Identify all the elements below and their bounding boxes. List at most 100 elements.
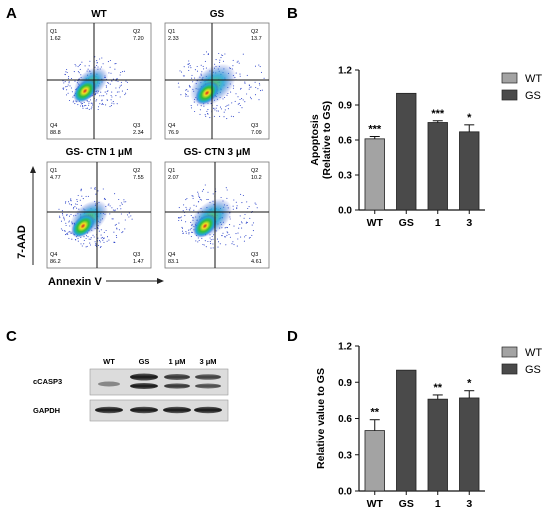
event-dot (243, 240, 245, 242)
event-dot (251, 224, 253, 226)
event-dot (84, 65, 86, 67)
event-dot (113, 231, 115, 233)
event-dot (187, 90, 189, 92)
event-dot (65, 71, 67, 73)
event-dot (202, 189, 205, 191)
event-dot (68, 82, 70, 84)
event-dot (182, 75, 184, 77)
event-dot (184, 215, 186, 217)
event-dot (244, 101, 246, 103)
event-dot (96, 62, 98, 64)
event-dot (210, 247, 212, 249)
event-dot (239, 223, 241, 226)
event-dot (250, 98, 252, 100)
event-dot (68, 203, 70, 205)
event-dot (199, 197, 201, 199)
event-dot (97, 244, 100, 246)
event-dot (213, 115, 215, 117)
event-dot (124, 219, 126, 221)
event-dot (236, 205, 238, 207)
event-dot (105, 229, 107, 232)
event-dot (120, 208, 122, 210)
event-dot (87, 68, 89, 70)
panel-b: B 0.0 0.3 0.6 0.9 1.2 Apoptosis(Relative to G… (287, 5, 542, 229)
legend-label: GS (525, 90, 541, 102)
event-dot (112, 209, 114, 211)
event-dot (241, 222, 243, 224)
event-dot (204, 240, 206, 242)
flow-plot-title: WT (91, 9, 107, 20)
event-dot (70, 199, 72, 201)
event-dot (66, 232, 68, 234)
bar-chart-relative-value: 0.0 0.3 0.6 0.9 1.2 Relative value to GS ** WT G… (315, 342, 542, 511)
event-dot (181, 227, 184, 229)
event-dot (72, 101, 74, 103)
event-dot (231, 102, 233, 104)
event-dot (188, 66, 190, 68)
event-dot (214, 63, 216, 65)
band-gapdh-gs (130, 406, 158, 414)
event-dot (77, 194, 79, 197)
event-dot (114, 193, 116, 195)
event-dot (197, 193, 199, 195)
event-dot (249, 236, 251, 239)
y-axis-title: Relative value to GS (315, 368, 327, 469)
event-dot (259, 84, 261, 86)
event-dot (101, 95, 103, 97)
lane-label-gs: GS (139, 357, 150, 366)
event-dot (85, 235, 88, 237)
q2-value: 7.20 (133, 36, 144, 42)
event-dot (90, 102, 92, 104)
event-dot (104, 91, 106, 93)
event-dot (186, 88, 188, 91)
event-dot (185, 89, 187, 91)
event-dot (243, 217, 245, 219)
event-dot (120, 202, 122, 204)
event-dot (116, 227, 118, 229)
event-dot (195, 205, 197, 207)
event-dot (115, 87, 117, 89)
event-dot (246, 93, 248, 95)
event-dot (204, 60, 206, 62)
event-dot (263, 77, 265, 79)
x-axis-label: Annexin V (48, 276, 102, 288)
event-dot (199, 198, 201, 200)
bar-wt (364, 138, 385, 211)
event-dot (123, 70, 126, 72)
event-dot (216, 110, 218, 112)
event-dot (204, 114, 206, 116)
event-dot (188, 63, 190, 65)
lane-label-3um: 3 μM (199, 357, 216, 366)
event-dot (126, 88, 128, 91)
event-dot (83, 243, 85, 245)
event-dot (61, 210, 63, 212)
event-dot (74, 103, 76, 105)
event-dot (63, 82, 65, 84)
event-dot (216, 238, 219, 240)
event-dot (210, 239, 212, 241)
event-dot (209, 237, 211, 239)
event-dot (252, 222, 255, 224)
event-dot (77, 104, 79, 106)
event-dot (66, 71, 68, 74)
event-dot (189, 65, 191, 67)
event-dot (67, 233, 69, 236)
band-ccasp3-1um-upper (164, 374, 190, 380)
event-dot (83, 101, 85, 103)
event-dot (232, 116, 234, 118)
legend-label: GS (525, 364, 541, 376)
event-dot (122, 71, 124, 73)
event-dot (245, 221, 248, 223)
event-dot (258, 82, 260, 84)
y-axis-label: 7-AAD (16, 225, 28, 259)
event-dot (258, 64, 260, 66)
event-dot (235, 72, 237, 74)
event-dot (195, 240, 197, 242)
event-dot (88, 100, 90, 103)
event-dot (99, 95, 101, 97)
event-dot (179, 217, 181, 219)
event-dot (114, 209, 116, 211)
event-dot (124, 94, 126, 96)
event-dot (112, 218, 114, 220)
x-tick-label: 1 (435, 498, 441, 510)
